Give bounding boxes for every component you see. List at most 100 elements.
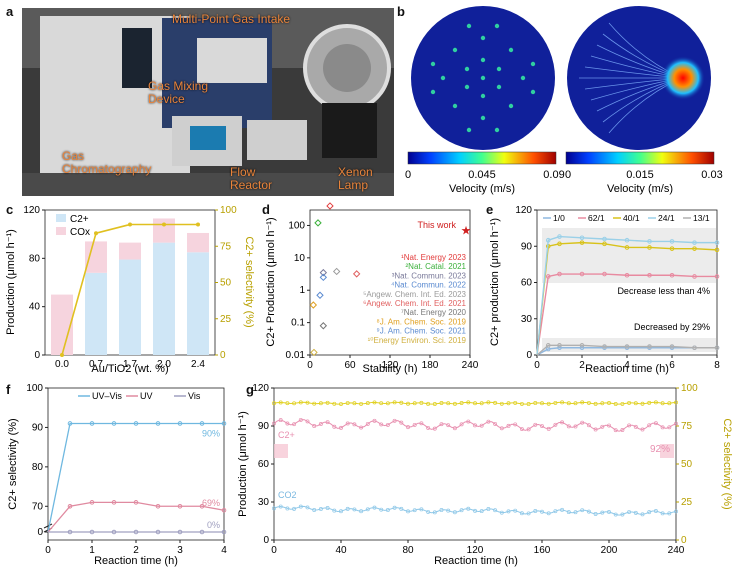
g-c2-line-point <box>627 423 632 428</box>
f-series-line <box>47 501 225 533</box>
c-y2tick: 75 <box>220 241 232 252</box>
e-point <box>647 344 652 349</box>
inlet-dot <box>480 75 486 81</box>
g-co2-line-point <box>392 505 397 510</box>
d-ytick: 0.01 <box>286 350 306 361</box>
g-c2-line-point <box>298 417 303 422</box>
g-c2-line-point <box>640 427 645 432</box>
f-end-label: 0% <box>207 520 220 530</box>
panel-d-chart: 0 60 120 180 240 0.01 0.1 1 10 100 ★ ¹Nat. Energy… <box>265 202 479 375</box>
ref-label: ⁹J. Am. Chem. Soc. 2021 <box>376 327 466 336</box>
e-ytick: 90 <box>521 241 533 252</box>
g-selectivity-line-point <box>607 401 611 405</box>
f-point <box>199 421 205 426</box>
g-selectivity-line-point <box>586 400 591 405</box>
f-point <box>133 529 139 535</box>
g-selectivity-line-point <box>479 401 484 406</box>
f-point <box>155 421 161 426</box>
g-c2-line-point <box>607 423 611 428</box>
f-point <box>89 500 95 505</box>
legend-c2-swatch <box>56 214 66 222</box>
g-selectivity-line-point <box>392 400 397 405</box>
g-c2-line-point <box>318 421 323 426</box>
g-selectivity-line-point <box>459 401 464 405</box>
g-ytick: 30 <box>258 497 270 508</box>
g-selectivity-line-point <box>332 401 337 406</box>
g-selectivity-line-point <box>285 401 290 406</box>
g-co2-line-point <box>292 506 297 511</box>
g-co2-line-point <box>452 510 457 515</box>
g-c2-line-point <box>432 426 437 431</box>
g-co2-line-point <box>359 509 364 514</box>
g-c2-line-point <box>372 418 377 423</box>
g-selectivity-line-point <box>633 401 638 406</box>
g-co2-line-point <box>627 510 632 514</box>
g-c2-line-point <box>519 427 524 432</box>
g-c2-line-point <box>412 422 417 427</box>
g-series-label-c2: C2+ <box>278 430 295 440</box>
f-point <box>177 503 183 509</box>
g-c2-line-point <box>593 427 598 432</box>
panel-e-chart: 0 2 4 6 8 0 30 60 90 120 1/0 62/1 40/1 24/1 13/1 Decr… <box>489 205 720 375</box>
g-co2-line-point <box>459 508 464 513</box>
g-ytick: 60 <box>258 459 270 470</box>
g-selectivity-line-point <box>540 401 544 406</box>
g-co2-line-point <box>385 508 390 512</box>
setup-photo-art <box>22 8 394 196</box>
panel-label-c: c <box>6 202 14 217</box>
e-series-line <box>536 235 717 356</box>
g-selectivity-line-point <box>352 401 357 406</box>
g-co2-line-point <box>278 504 283 509</box>
e-point <box>545 343 551 348</box>
g-c2-line-point <box>553 422 558 427</box>
e-point <box>579 271 585 277</box>
colorbar-left-label: Velocity (m/s) <box>449 183 515 195</box>
colorbar-left-tick: 0.09 <box>543 169 564 181</box>
g-selectivity-line-point <box>359 401 364 406</box>
g-co2-line-point <box>446 508 451 513</box>
g-co2-line-point <box>312 508 317 512</box>
g-co2-line-point <box>325 506 330 510</box>
e-point <box>647 245 652 250</box>
g-selectivity-line <box>273 401 677 405</box>
c-y2label: C2+ selectivity (%) <box>243 236 255 327</box>
f-point <box>221 529 227 535</box>
bar-cox <box>153 218 175 243</box>
inlet-dot <box>520 75 526 81</box>
g-selectivity-line-point <box>439 401 444 405</box>
g-co2-line-point <box>486 507 491 511</box>
e-xtick: 2 <box>579 360 585 371</box>
g-co2-line-point <box>406 509 410 514</box>
f-point <box>133 500 139 505</box>
e-point <box>557 343 562 348</box>
e-point <box>579 240 585 245</box>
f-point <box>177 529 183 535</box>
f-point <box>221 421 227 426</box>
c-ylabel: Production (μmol h⁻¹) <box>5 229 17 335</box>
g-selectivity-line-point <box>345 401 350 405</box>
g-co2-line-point <box>600 510 605 515</box>
g-selectivity-line-point <box>526 402 531 406</box>
inlet-dot <box>464 84 470 90</box>
ref-point <box>319 273 328 282</box>
f-ytick: 70 <box>32 501 44 512</box>
inlet-dot <box>466 127 472 133</box>
photo-label-flow-reactor: Flow Reactor <box>230 165 273 192</box>
d-ytick: 100 <box>288 220 305 231</box>
f-point <box>67 421 73 426</box>
g-co2-line-point <box>352 507 357 512</box>
g-selectivity-line-point <box>406 401 410 406</box>
g-co2-line-point <box>426 509 431 514</box>
panel-b-velocity: 0 0.045 0.09 Velocity (m/s) 0 0.015 0.03… <box>405 6 723 195</box>
panel-f-chart: 0 1 2 3 4 0 70 80 90 100 90% 69% 0% UV–Vis UV Vis Rea… <box>7 383 227 567</box>
g-co2-line-point <box>620 512 625 517</box>
f-legend-label: Vis <box>188 391 201 401</box>
g-co2-line-point <box>660 511 665 516</box>
e-legend-label: 24/1 <box>658 213 675 223</box>
selectivity-point <box>94 231 98 236</box>
g-co2-line-point <box>272 506 276 511</box>
d-xtick: 0 <box>307 360 313 371</box>
c-y2tick: 25 <box>220 314 232 325</box>
d-xtick: 240 <box>462 360 479 371</box>
g-c2-line-point <box>486 419 491 424</box>
